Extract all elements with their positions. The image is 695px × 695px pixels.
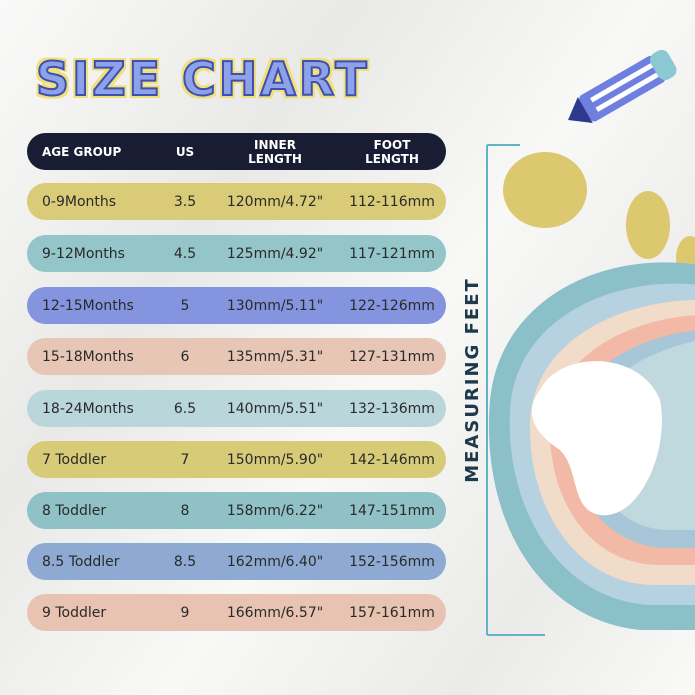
page-title: SIZE CHART [35, 51, 370, 107]
table-row: 9-12Months 4.5 125mm/4.92" 117-121mm [27, 235, 446, 272]
foot-illustration: MEASURING FEET [462, 50, 695, 636]
header-foot-line2: LENGTH [365, 151, 419, 166]
measuring-ruler-line [486, 144, 545, 636]
header-foot-line1: FOOT [373, 137, 411, 152]
toe-shapes [503, 152, 695, 280]
table-row: 15-18Months 6 135mm/5.31" 127-131mm [27, 338, 446, 375]
age-cell: 9-12Months [42, 245, 125, 262]
footprint-layers [488, 262, 695, 630]
table-row: 8 Toddler 8 158mm/6.22" 147-151mm [27, 492, 446, 529]
table-row: 0-9Months 3.5 120mm/4.72" 112-116mm [27, 183, 446, 220]
header-inner-line1: INNER [254, 137, 296, 152]
table-header: AGE GROUP US INNER LENGTH FOOT LENGTH [27, 133, 446, 170]
age-cell: 12-15Months [42, 297, 134, 314]
header-age-group: AGE GROUP [42, 144, 122, 159]
pencil-icon [568, 50, 677, 123]
age-cell: 7 Toddler [42, 451, 107, 468]
header-inner-line2: LENGTH [248, 151, 302, 166]
age-cell: 8 Toddler [42, 502, 107, 519]
table-row: 18-24Months 6.5 140mm/5.51" 132-136mm [27, 390, 446, 427]
age-cell: 9 Toddler [42, 604, 107, 621]
table-row: 9 Toddler 9 166mm/6.57" 157-161mm [27, 594, 446, 631]
age-cell: 18-24Months [42, 400, 134, 417]
table-row: 12-15Months 5 130mm/5.11" 122-126mm [27, 287, 446, 324]
age-cell: 15-18Months [42, 348, 134, 365]
age-cell: 8.5 Toddler [42, 553, 120, 570]
table-row: 8.5 Toddler 8.5 162mm/6.40" 152-156mm [27, 543, 446, 580]
age-cell: 0-9Months [42, 193, 117, 210]
table-row: 7 Toddler 7 150mm/5.90" 142-146mm [27, 441, 446, 478]
side-label: MEASURING FEET [462, 277, 483, 483]
